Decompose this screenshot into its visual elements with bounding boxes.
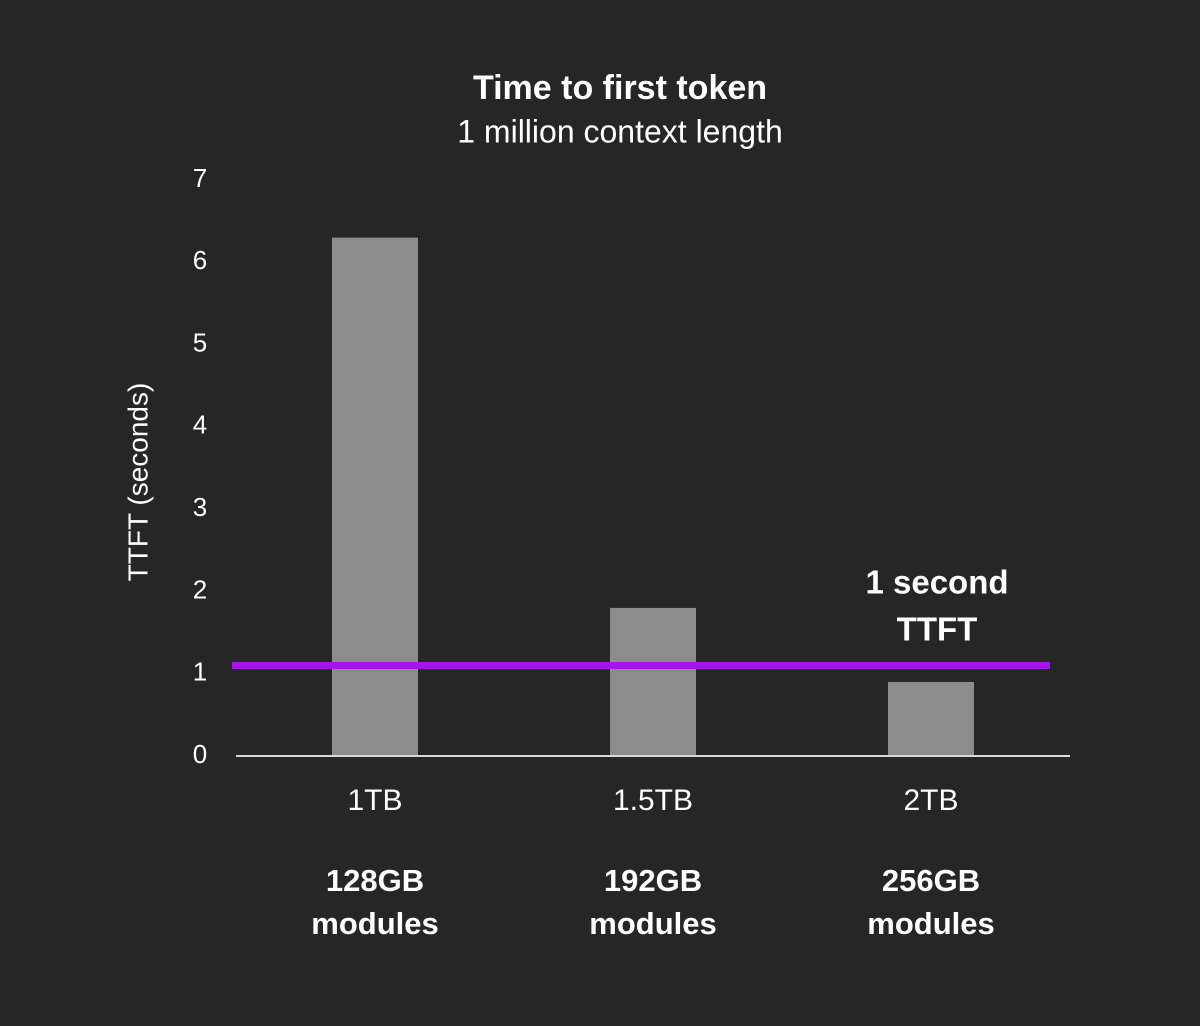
y-tick-label: 5 xyxy=(193,327,207,357)
y-tick-label: 7 xyxy=(193,163,207,193)
x-tick-label: 1TB xyxy=(347,784,402,817)
y-tick-label: 2 xyxy=(193,574,207,604)
chart-subtitle: 1 million context length xyxy=(457,113,783,149)
y-tick-label: 3 xyxy=(193,492,207,522)
x-sublabel: modules xyxy=(589,906,716,941)
x-sublabel: 192GB xyxy=(604,863,702,898)
bar xyxy=(332,237,418,757)
x-sublabel: 256GB xyxy=(882,863,980,898)
y-tick-label: 4 xyxy=(193,410,207,440)
y-tick-label: 1 xyxy=(193,657,207,687)
x-tick-label: 2TB xyxy=(903,784,958,817)
x-sublabel: 128GB xyxy=(326,863,424,898)
bar xyxy=(888,681,974,756)
x-tick-label: 1.5TB xyxy=(613,784,693,817)
chart-title: Time to first token xyxy=(473,69,767,107)
x-sublabel: modules xyxy=(311,906,438,941)
reference-label: TTFT xyxy=(897,611,978,648)
reference-label: 1 second xyxy=(865,564,1008,601)
y-tick-label: 6 xyxy=(193,245,207,275)
y-axis-title: TTFT (seconds) xyxy=(122,383,153,582)
x-sublabel: modules xyxy=(867,906,994,941)
y-tick-label: 0 xyxy=(193,739,207,769)
bar xyxy=(610,607,696,756)
